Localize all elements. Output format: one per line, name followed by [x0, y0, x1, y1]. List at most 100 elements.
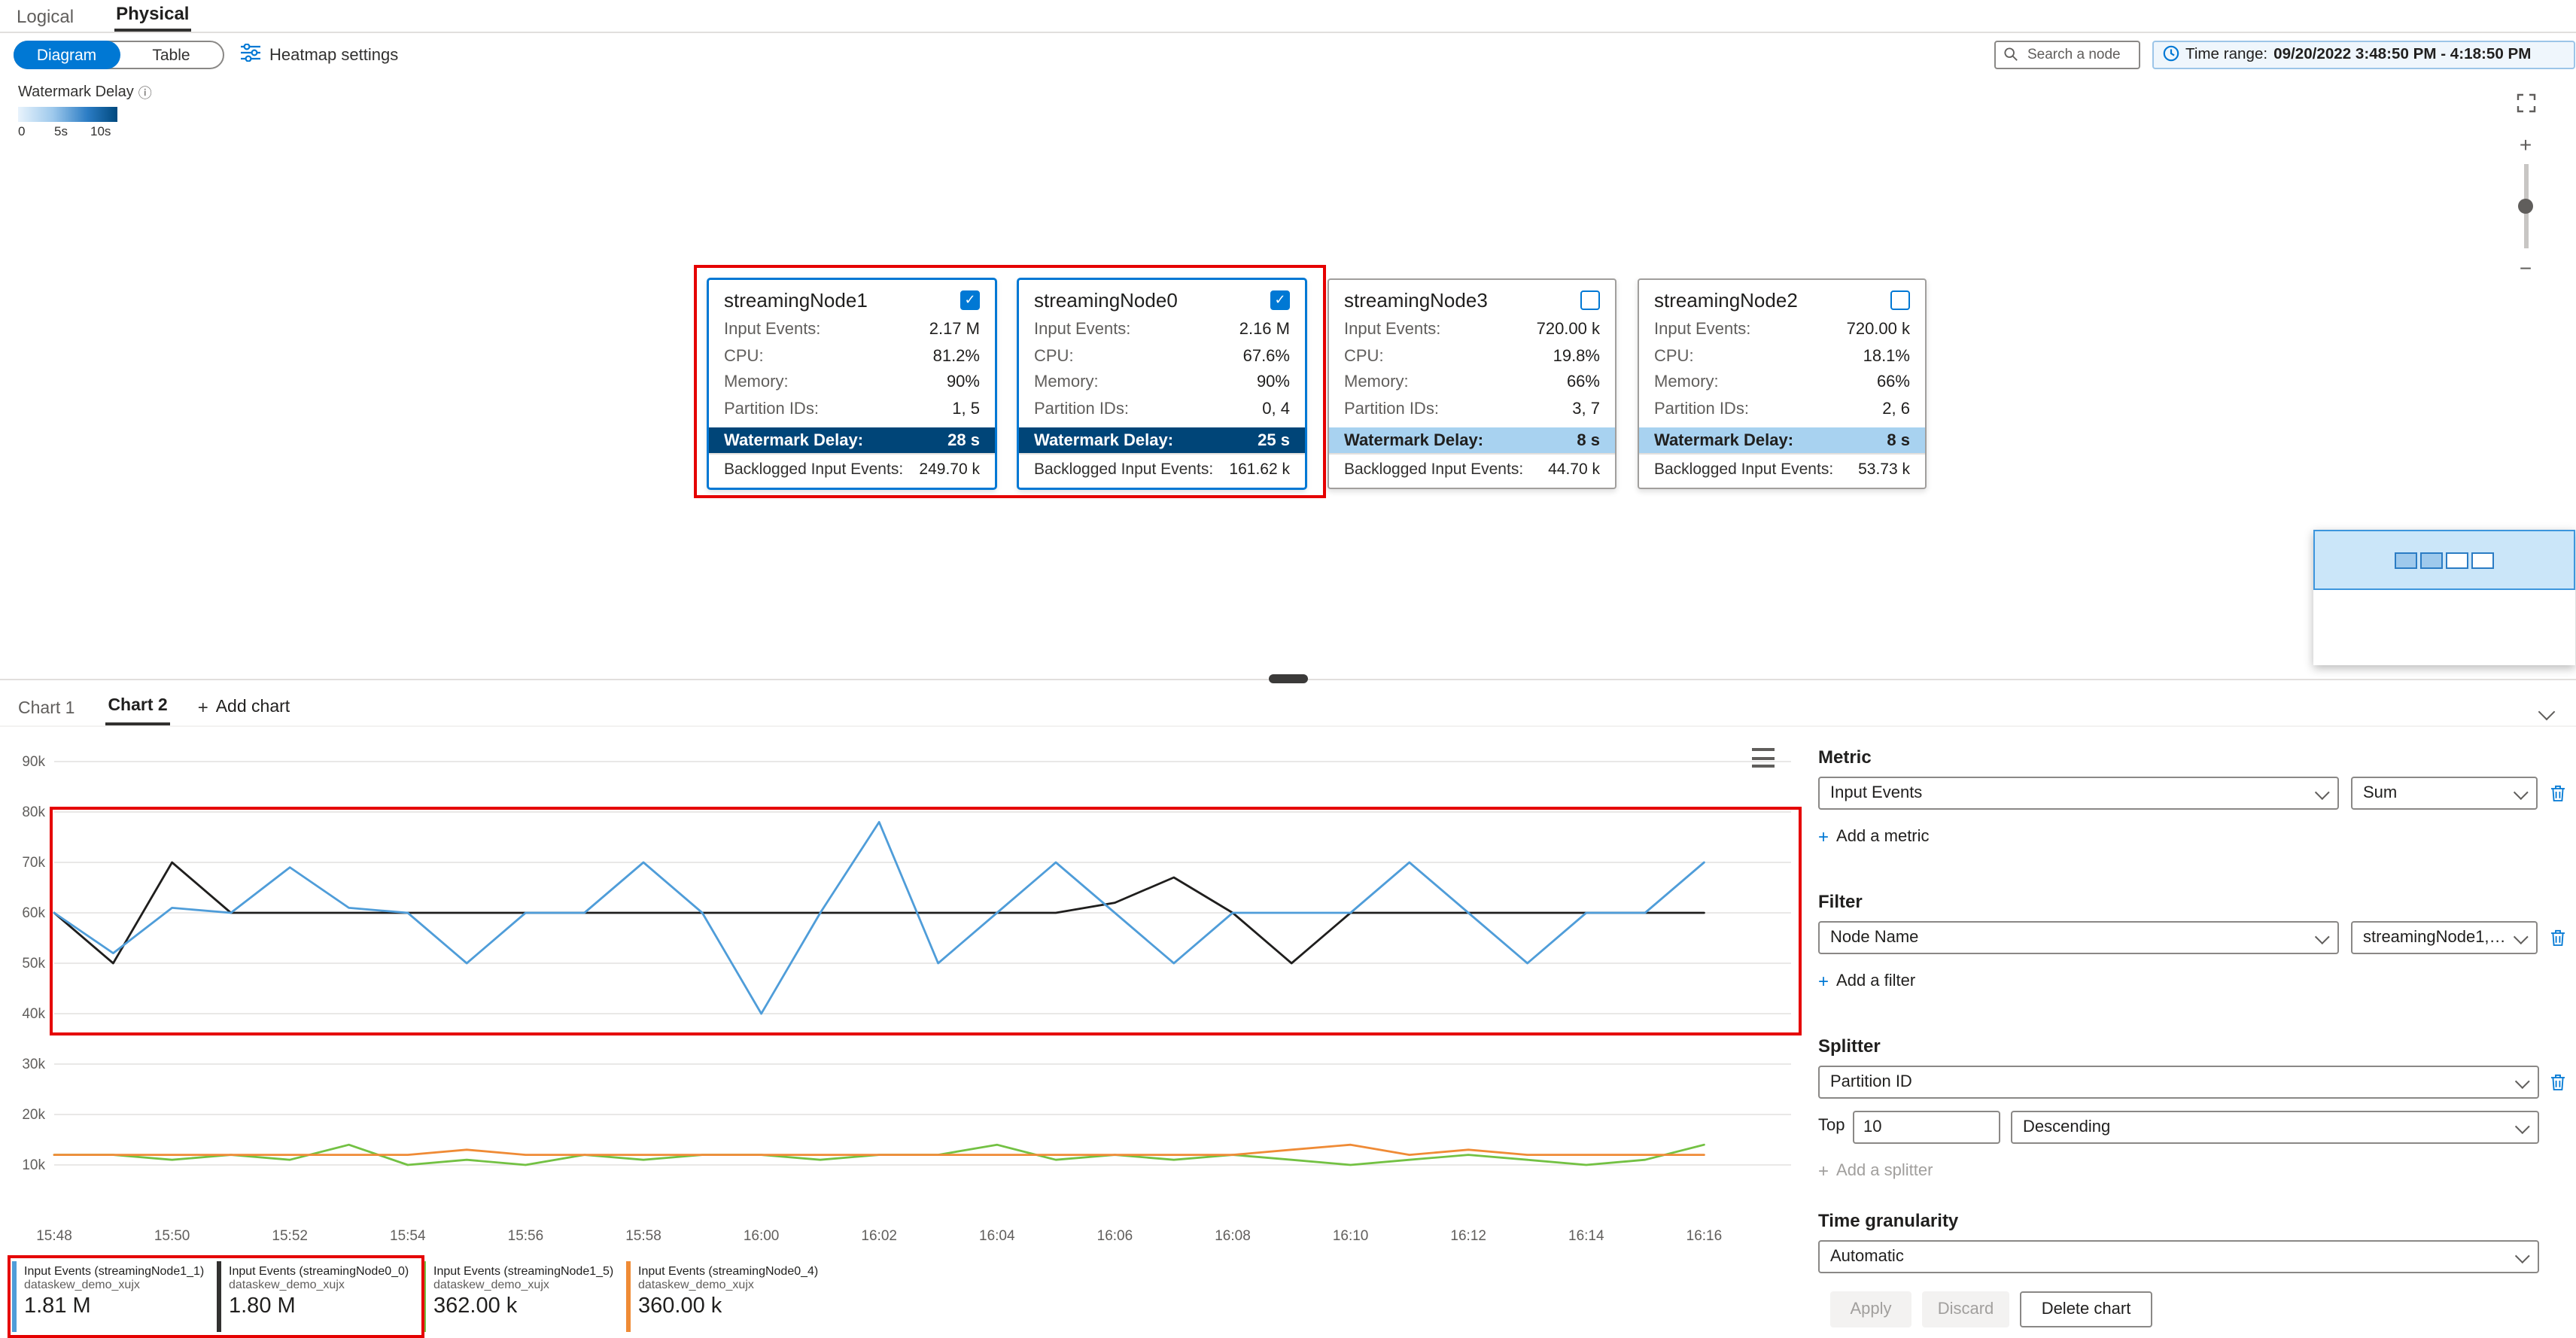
top-label: Top: [1818, 1117, 1845, 1135]
node-metric-row: Input Events: 2.17 M: [709, 318, 995, 344]
node-metric-row: Input Events: 720.00 k: [1329, 318, 1615, 344]
legend-tick-10s: 10s: [90, 123, 111, 138]
metric-value: 2, 6: [1882, 400, 1910, 418]
tab-chart-1[interactable]: Chart 1: [18, 700, 75, 718]
node-checkbox[interactable]: ✓: [1270, 290, 1290, 310]
node-checkbox[interactable]: [1580, 290, 1600, 310]
x-axis-label: 16:16: [1686, 1228, 1723, 1244]
filter-field-dropdown[interactable]: Node Name: [1818, 921, 2339, 954]
metric-label: Partition IDs:: [724, 400, 819, 418]
aggregation-dropdown[interactable]: Sum: [2351, 777, 2538, 810]
chevron-down-icon: [2514, 1248, 2529, 1263]
legend-card-1[interactable]: Input Events (streamingNode0_0) dataskew_…: [217, 1261, 415, 1332]
zoom-slider-track: [2518, 164, 2533, 248]
time-range-button[interactable]: Time range: 09/20/2022 3:48:50 PM - 4:18…: [2152, 41, 2575, 69]
heatmap-settings-button[interactable]: Heatmap settings: [241, 43, 399, 66]
x-axis-label: 15:54: [390, 1228, 426, 1244]
node-card-streamingNode0[interactable]: streamingNode0 ✓ Input Events: 2.16 M CPU: 67…: [1017, 278, 1306, 489]
metric-label: Input Events:: [1034, 321, 1131, 339]
metric-label: Partition IDs:: [1654, 400, 1749, 418]
tab-chart-2[interactable]: Chart 2: [105, 689, 171, 725]
metric-label: Memory:: [1654, 373, 1719, 391]
delete-filter-button[interactable]: [2547, 926, 2568, 950]
x-axis-label: 16:04: [979, 1228, 1015, 1244]
node-name: streamingNode2: [1654, 289, 1798, 312]
node-metric-row: CPU: 81.2%: [709, 344, 995, 370]
panel-drag-handle[interactable]: [1269, 674, 1308, 683]
node-checkbox[interactable]: [1890, 290, 1910, 310]
legend-series-name: Input Events (streamingNode0_0): [229, 1264, 409, 1278]
node-metric-row: Memory: 66%: [1639, 370, 1925, 397]
node-card-row: streamingNode1 ✓ Input Events: 2.17 M CPU: 81…: [707, 278, 1927, 489]
filter-value-dropdown[interactable]: streamingNode1, str...: [2351, 921, 2538, 954]
metric-label: CPU:: [1654, 347, 1694, 365]
add-splitter-link[interactable]: + Add a splitter: [1818, 1162, 1933, 1180]
add-metric-link[interactable]: + Add a metric: [1818, 828, 1930, 846]
node-card-streamingNode2[interactable]: streamingNode2 Input Events: 720.00 k CPU: 1…: [1638, 278, 1927, 489]
plus-icon: +: [1818, 826, 1829, 847]
splitter-dropdown[interactable]: Partition ID: [1818, 1066, 2539, 1099]
node-metric-row: CPU: 67.6%: [1019, 344, 1305, 370]
metric-dropdown[interactable]: Input Events: [1818, 777, 2339, 810]
zoom-toolbar: + −: [2505, 87, 2547, 283]
tab-physical[interactable]: Physical: [114, 0, 191, 32]
info-icon[interactable]: ⓘ: [138, 86, 152, 101]
metric-value: 90%: [1256, 373, 1290, 391]
y-axis-label: 90k: [22, 754, 45, 770]
metric-label: Input Events:: [1654, 321, 1751, 339]
metric-value: 66%: [1876, 373, 1910, 391]
chevron-down-icon: [2512, 929, 2527, 944]
metric-label: CPU:: [1034, 347, 1074, 365]
backlog-row: Backlogged Input Events: 249.70 k: [709, 453, 995, 488]
delete-splitter-button[interactable]: [2547, 1070, 2568, 1094]
y-axis-label: 40k: [22, 1006, 45, 1022]
sort-order-dropdown[interactable]: Descending: [2011, 1111, 2539, 1144]
chart-context-menu-icon[interactable]: [1752, 748, 1775, 768]
chevron-down-icon: [2512, 785, 2527, 799]
diagram-toggle-button[interactable]: Diagram: [14, 41, 120, 69]
diagram-minimap[interactable]: [2313, 530, 2575, 665]
watermark-delay-value: 8 s: [1577, 431, 1600, 449]
zoom-in-button[interactable]: +: [2511, 129, 2541, 160]
time-range-label: Time range:: [2185, 47, 2268, 63]
delete-metric-button[interactable]: [2547, 781, 2568, 805]
y-axis-label: 80k: [22, 804, 45, 820]
node-checkbox[interactable]: ✓: [960, 290, 980, 310]
node-card-streamingNode3[interactable]: streamingNode3 Input Events: 720.00 k CPU: 1…: [1328, 278, 1616, 489]
discard-button[interactable]: Discard: [1922, 1291, 2009, 1327]
clock-icon: [2163, 44, 2179, 65]
minimap-node: [2471, 552, 2494, 568]
heatmap-settings-label: Heatmap settings: [269, 46, 399, 64]
add-chart-button[interactable]: + Add chart: [198, 698, 290, 725]
zoom-slider-handle[interactable]: [2518, 199, 2533, 214]
y-axis-label: 50k: [22, 956, 45, 972]
legend-card-2[interactable]: Input Events (streamingNode1_5) dataskew_…: [421, 1261, 620, 1332]
delete-chart-button[interactable]: Delete chart: [2020, 1291, 2152, 1327]
add-filter-label: Add a filter: [1836, 972, 1916, 990]
add-filter-link[interactable]: + Add a filter: [1818, 972, 1915, 990]
tab-logical[interactable]: Logical: [17, 6, 75, 27]
metric-value: 81.2%: [932, 347, 980, 365]
metric-label: Memory:: [1034, 373, 1099, 391]
metric-value: 90%: [946, 373, 980, 391]
metric-label: Input Events:: [1344, 321, 1441, 339]
splitter-heading: Splitter: [1818, 1035, 1881, 1057]
legend-card-0[interactable]: Input Events (streamingNode1_1) dataskew_…: [12, 1261, 211, 1332]
table-toggle-button[interactable]: Table: [152, 46, 190, 64]
apply-button[interactable]: Apply: [1830, 1291, 1911, 1327]
metric-label: Partition IDs:: [1344, 400, 1439, 418]
series-line-1: [53, 861, 1705, 965]
fit-to-screen-button[interactable]: [2511, 87, 2541, 117]
collapse-chart-panel-chevron[interactable]: [2538, 698, 2556, 725]
node-card-header: streamingNode1 ✓: [709, 280, 995, 318]
metric-value: 720.00 k: [1846, 321, 1910, 339]
search-input[interactable]: [2024, 45, 2131, 65]
legend-card-3[interactable]: Input Events (streamingNode0_4) dataskew_…: [626, 1261, 825, 1332]
node-card-header: streamingNode3: [1329, 280, 1615, 318]
node-card-streamingNode1[interactable]: streamingNode1 ✓ Input Events: 2.17 M CPU: 81…: [707, 278, 996, 489]
top-count-input[interactable]: [1853, 1111, 2000, 1144]
time-granularity-dropdown[interactable]: Automatic: [1818, 1240, 2539, 1273]
zoom-out-button[interactable]: −: [2511, 253, 2541, 283]
minimap-viewport[interactable]: [2313, 530, 2575, 590]
